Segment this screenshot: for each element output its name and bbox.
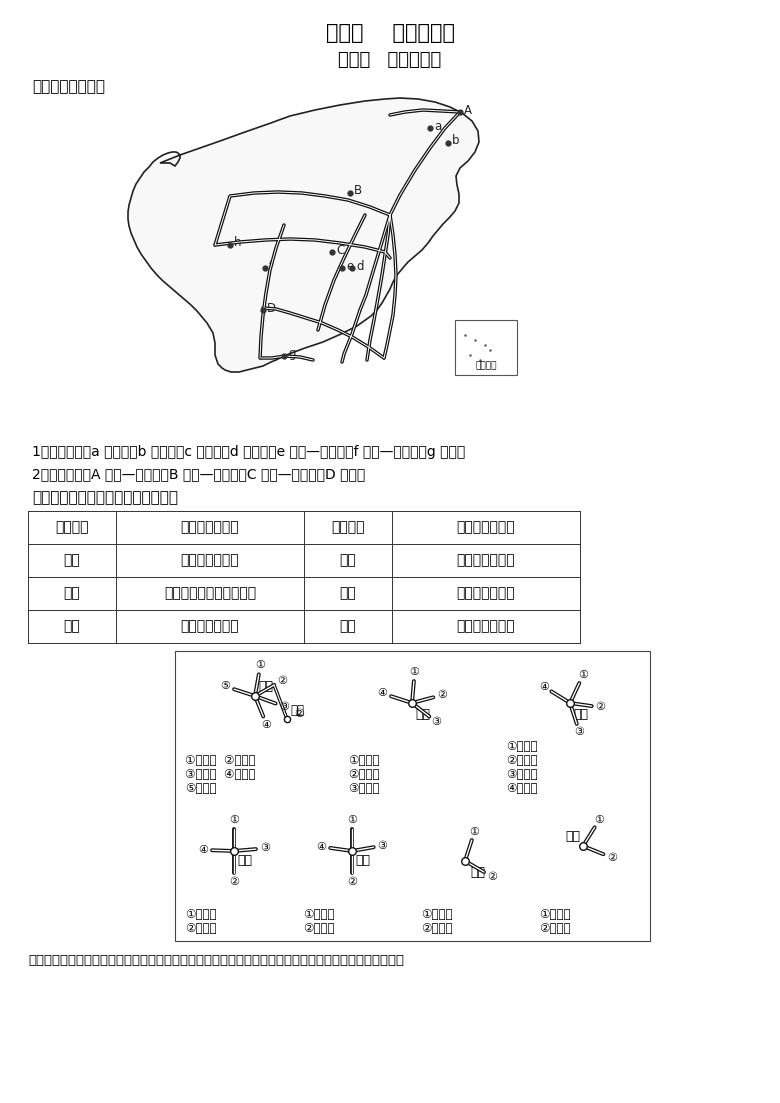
Text: 相交的铁路干线: 相交的铁路干线 [456, 521, 516, 535]
Text: ③: ③ [575, 728, 584, 738]
Text: ②陇海线: ②陇海线 [303, 922, 335, 935]
Text: 位于天津滨海新区塘沽开发区的天津东疆保税港区瑞海国际物流有限公司所属危险品仓库发生爆炸。此次事: 位于天津滨海新区塘沽开发区的天津东疆保税港区瑞海国际物流有限公司所属危险品仓库发… [28, 954, 404, 967]
Text: ④: ④ [261, 720, 271, 730]
Text: ①: ① [229, 815, 239, 825]
Text: ③: ③ [378, 840, 388, 850]
Text: 株洲: 株洲 [339, 620, 356, 633]
Text: 京广线、陇海线: 京广线、陇海线 [181, 554, 239, 568]
Text: d: d [356, 259, 363, 272]
Text: ①京广线: ①京广线 [348, 754, 380, 768]
Text: ①: ① [347, 815, 357, 825]
Text: ①京沪线: ①京沪线 [303, 909, 335, 921]
Text: 二、主要铁路枢纽及相交的铁路干线: 二、主要铁路枢纽及相交的铁路干线 [32, 491, 178, 505]
Text: ⑤京包线: ⑤京包线 [185, 782, 217, 795]
Text: 第三节   交通运输业: 第三节 交通运输业 [339, 51, 441, 69]
Text: h: h [234, 236, 242, 249]
Text: ②: ② [229, 877, 239, 887]
Text: ①: ① [578, 670, 588, 679]
Text: ③兰新线: ③兰新线 [506, 769, 537, 782]
Text: ①京广线: ①京广线 [185, 909, 217, 921]
Text: ③: ③ [260, 844, 270, 854]
Text: ②沪昆线: ②沪昆线 [421, 922, 452, 935]
Text: 铁路枢纽: 铁路枢纽 [332, 521, 365, 535]
Text: ②成昆线: ②成昆线 [539, 922, 570, 935]
Text: 京沪线、沪昆线: 京沪线、沪昆线 [456, 587, 516, 600]
Text: 徐州: 徐州 [339, 554, 356, 568]
Text: ③京九线  ④京广线: ③京九线 ④京广线 [185, 769, 256, 782]
Text: A: A [464, 104, 472, 117]
Text: 京广线、沪昆线: 京广线、沪昆线 [456, 620, 516, 633]
Text: B: B [354, 184, 362, 197]
Text: ③: ③ [431, 717, 441, 727]
Text: 郑州: 郑州 [237, 854, 252, 867]
Text: 成昆线、宝成线: 成昆线、宝成线 [181, 620, 239, 633]
Text: 徐州: 徐州 [355, 854, 370, 867]
Text: ④: ④ [317, 842, 326, 852]
Text: ④: ④ [539, 682, 548, 692]
Text: 上海: 上海 [339, 587, 356, 600]
Text: a: a [434, 119, 441, 132]
FancyBboxPatch shape [175, 651, 650, 941]
Text: ②: ② [596, 703, 606, 713]
Polygon shape [128, 98, 479, 372]
Text: ①宝成线: ①宝成线 [539, 909, 570, 921]
Text: ③湘黔线: ③湘黔线 [348, 782, 380, 795]
Text: 一、主要铁路干线: 一、主要铁路干线 [32, 79, 105, 95]
Text: 相交的铁路干线: 相交的铁路干线 [181, 521, 239, 535]
Text: 成都: 成都 [64, 620, 80, 633]
Text: 北京: 北京 [258, 681, 273, 693]
Text: ④: ④ [378, 688, 388, 698]
Text: ②: ② [347, 877, 357, 887]
Text: ④: ④ [198, 845, 208, 855]
Text: C: C [336, 244, 344, 257]
Text: 京沪线、陇海线: 京沪线、陇海线 [456, 554, 516, 568]
Text: 铁路枢纽: 铁路枢纽 [55, 521, 89, 535]
Text: 成都: 成都 [565, 829, 580, 843]
Text: 2、东西干线：A 滨州—滨绥线，B 京包—包兰线，C 陇海—兰新线，D 沪昆线: 2、东西干线：A 滨州—滨绥线，B 京包—包兰线，C 陇海—兰新线，D 沪昆线 [32, 467, 365, 481]
Text: ①: ① [594, 815, 604, 825]
Text: ②陇海线: ②陇海线 [185, 922, 217, 935]
Text: ⑤: ⑤ [221, 682, 231, 692]
Text: 株洲: 株洲 [415, 708, 430, 721]
Text: ①包兰线: ①包兰线 [506, 740, 537, 753]
Text: f: f [269, 259, 273, 272]
Text: g: g [288, 347, 296, 361]
Text: ②: ② [277, 675, 287, 685]
Text: 兰州: 兰州 [64, 587, 80, 600]
Text: 上海: 上海 [470, 866, 485, 879]
Text: ②浙赣线: ②浙赣线 [348, 769, 380, 782]
Text: 南海诸岛: 南海诸岛 [475, 362, 497, 371]
Text: ②: ② [487, 871, 497, 881]
FancyBboxPatch shape [455, 320, 517, 375]
Text: e: e [346, 259, 353, 272]
Text: ①: ① [410, 667, 420, 677]
Text: 包兰线、兰新线、陇海线: 包兰线、兰新线、陇海线 [164, 587, 256, 600]
Text: ②: ② [607, 853, 617, 863]
Text: 第四章    中国的产业: 第四章 中国的产业 [325, 23, 455, 43]
Text: ①京哈线  ②京沪线: ①京哈线 ②京沪线 [185, 754, 256, 768]
Text: ②陇海线: ②陇海线 [506, 754, 537, 768]
Text: ④兰青线: ④兰青线 [506, 782, 537, 795]
Text: 1、南北干线：a 京哈线，b 京沪线，c 京九线，d 京广线，e 太焦—焦柳线，f 宝成—成昆线，g 南昆线: 1、南北干线：a 京哈线，b 京沪线，c 京九线，d 京广线，e 太焦—焦柳线，… [32, 445, 465, 459]
Text: 天津: 天津 [290, 704, 304, 717]
Text: ①: ① [255, 661, 265, 671]
Text: ①京沪线: ①京沪线 [421, 909, 452, 921]
Text: ③: ③ [279, 702, 289, 711]
Text: ①: ① [470, 826, 480, 836]
Text: ②: ② [437, 690, 447, 700]
Text: ②: ② [294, 709, 304, 719]
Text: b: b [452, 135, 459, 148]
Text: 郑州: 郑州 [64, 554, 80, 568]
Text: D: D [267, 301, 276, 314]
Text: 兰州: 兰州 [573, 708, 588, 721]
